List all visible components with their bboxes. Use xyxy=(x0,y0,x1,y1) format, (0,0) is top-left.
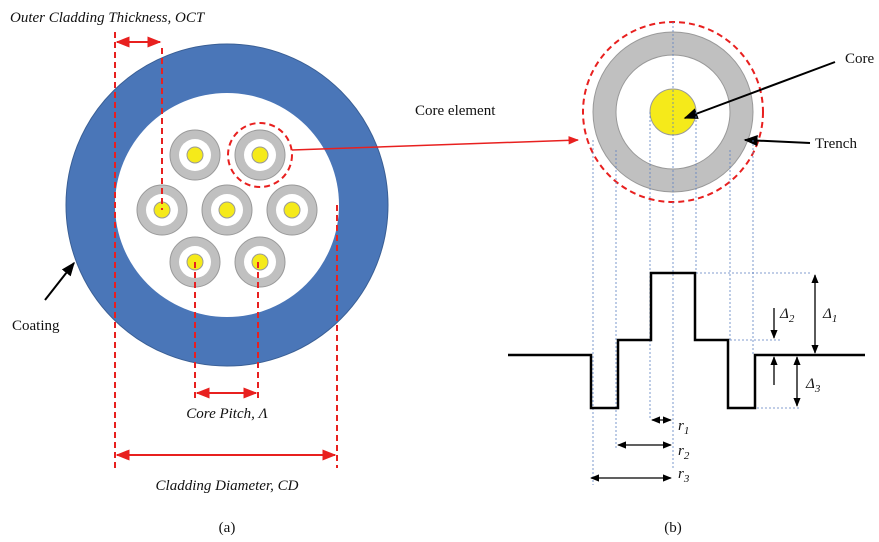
diagram: Outer Cladding Thickness, OCT Coating Co… xyxy=(0,0,879,542)
sub: 2 xyxy=(789,313,795,325)
sub: 1 xyxy=(832,313,838,325)
core-element-label: Core element xyxy=(415,103,496,119)
trench-label: Trench xyxy=(815,136,857,152)
coating-label: Coating xyxy=(12,318,60,334)
sub: 3 xyxy=(683,473,690,485)
core-element xyxy=(508,22,865,485)
sub: 1 xyxy=(684,425,690,437)
d2: Δ2 xyxy=(779,306,795,325)
sub: 3 xyxy=(814,383,821,395)
d3: Δ3 xyxy=(805,376,821,395)
sym: Δ xyxy=(779,306,789,322)
r3: r3 xyxy=(678,466,690,485)
core-label: Core xyxy=(845,51,875,67)
oct-label: Outer Cladding Thickness, OCT xyxy=(10,10,206,26)
sym: Δ xyxy=(822,306,832,322)
fiber-cross-section xyxy=(45,32,578,468)
r1: r1 xyxy=(678,418,689,437)
r2: r2 xyxy=(678,443,690,462)
pitch-label: Core Pitch, Λ xyxy=(186,406,267,422)
caption-a: (a) xyxy=(219,520,236,536)
sym: Δ xyxy=(805,376,815,392)
sub: 2 xyxy=(684,450,690,462)
caption-b: (b) xyxy=(664,520,682,536)
d1: Δ1 xyxy=(822,306,837,325)
cd-label: Cladding Diameter, CD xyxy=(156,478,299,494)
